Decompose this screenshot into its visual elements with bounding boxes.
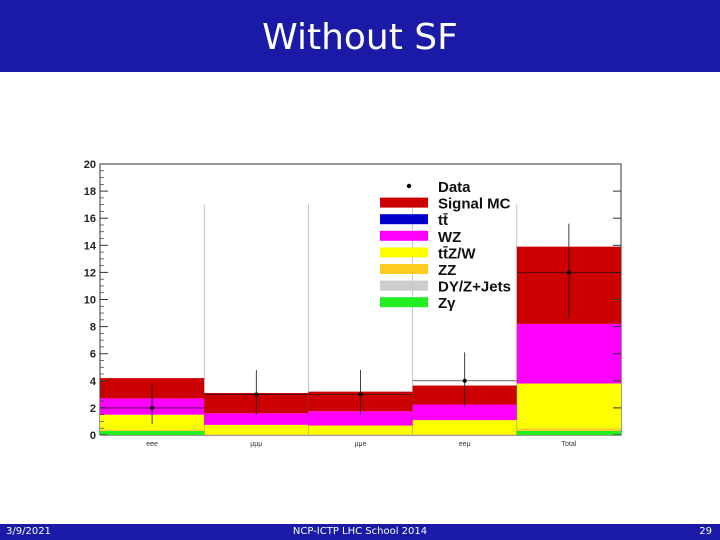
- legend-label: ZZ: [438, 262, 456, 279]
- bar-segment: [412, 404, 517, 421]
- chart-area: 0 2 4 6 8 10 12 14 16 18 20 eee μμμ μμe eeμ Total Data Si…: [70, 150, 640, 460]
- x-tick-label: eeμ: [459, 441, 471, 448]
- legend-swatch: [380, 264, 428, 274]
- legend-swatch: [380, 230, 428, 241]
- legend-label: WZ: [438, 229, 461, 246]
- footer-center-text: NCP-ICTP LHC School 2014: [292, 526, 428, 537]
- legend-label: DY/Z+Jets: [438, 279, 511, 296]
- data-point: [254, 392, 259, 397]
- bar-segment: [412, 420, 517, 435]
- y-tick-label: 14: [84, 240, 97, 252]
- bar-segment: [308, 411, 413, 426]
- bar-segment: [516, 430, 621, 435]
- y-tick-label: 16: [84, 213, 96, 225]
- stacked-bar-chart: 0 2 4 6 8 10 12 14 16 18 20 eee μμμ μμe eeμ Total DataSi…: [84, 159, 622, 448]
- legend-label: Signal MC: [438, 196, 511, 213]
- x-tick-label: eee: [146, 441, 158, 448]
- data-point: [358, 392, 363, 397]
- bar-segment: [516, 323, 621, 384]
- y-tick-label: 8: [90, 322, 96, 334]
- legend-swatch: [380, 280, 428, 291]
- y-tick-label: 2: [90, 403, 96, 415]
- legend-swatch: [380, 297, 428, 308]
- bar-segment: [516, 383, 621, 429]
- bar-segment: [412, 434, 517, 435]
- legend-marker-data: [406, 183, 412, 189]
- legend-swatch: [380, 247, 428, 258]
- x-tick-label: Total: [562, 441, 577, 448]
- bar-segment: [204, 424, 309, 435]
- legend-label: Zγ: [438, 295, 456, 312]
- y-tick-label: 6: [90, 349, 96, 361]
- bar-segment: [308, 425, 413, 435]
- y-tick-label: 12: [84, 267, 96, 279]
- y-tick-label: 18: [84, 186, 96, 198]
- title-bar: [0, 0, 720, 72]
- bar-segment: [516, 428, 621, 431]
- bar-segment: [204, 413, 309, 425]
- x-tick-label: μμμ: [250, 441, 262, 448]
- y-tick-label: 20: [84, 159, 96, 171]
- y-tick-label: 0: [90, 430, 96, 442]
- data-point: [462, 378, 467, 383]
- y-tick-label: 4: [90, 376, 97, 388]
- footer-date: 3/9/2021: [6, 526, 51, 537]
- bar-segment: [100, 429, 205, 431]
- bar-segment: [204, 434, 309, 435]
- bar-segment: [308, 434, 413, 435]
- x-tick-label: μμe: [355, 441, 367, 448]
- bar-segment: [100, 430, 205, 435]
- data-point: [566, 270, 571, 275]
- page-number: 29: [699, 526, 712, 537]
- legend-label: tt̄: [438, 212, 448, 229]
- legend-swatch: [380, 197, 428, 208]
- legend-label: tt̄Z/W: [438, 245, 476, 262]
- data-point: [150, 405, 155, 410]
- y-tick-label: 10: [84, 295, 96, 307]
- slide-title: Without SF: [262, 17, 458, 58]
- footer-bar: 3/9/2021 NCP-ICTP LHC School 2014 29: [0, 524, 720, 540]
- legend-label: Data: [438, 179, 471, 196]
- legend-swatch: [380, 214, 428, 225]
